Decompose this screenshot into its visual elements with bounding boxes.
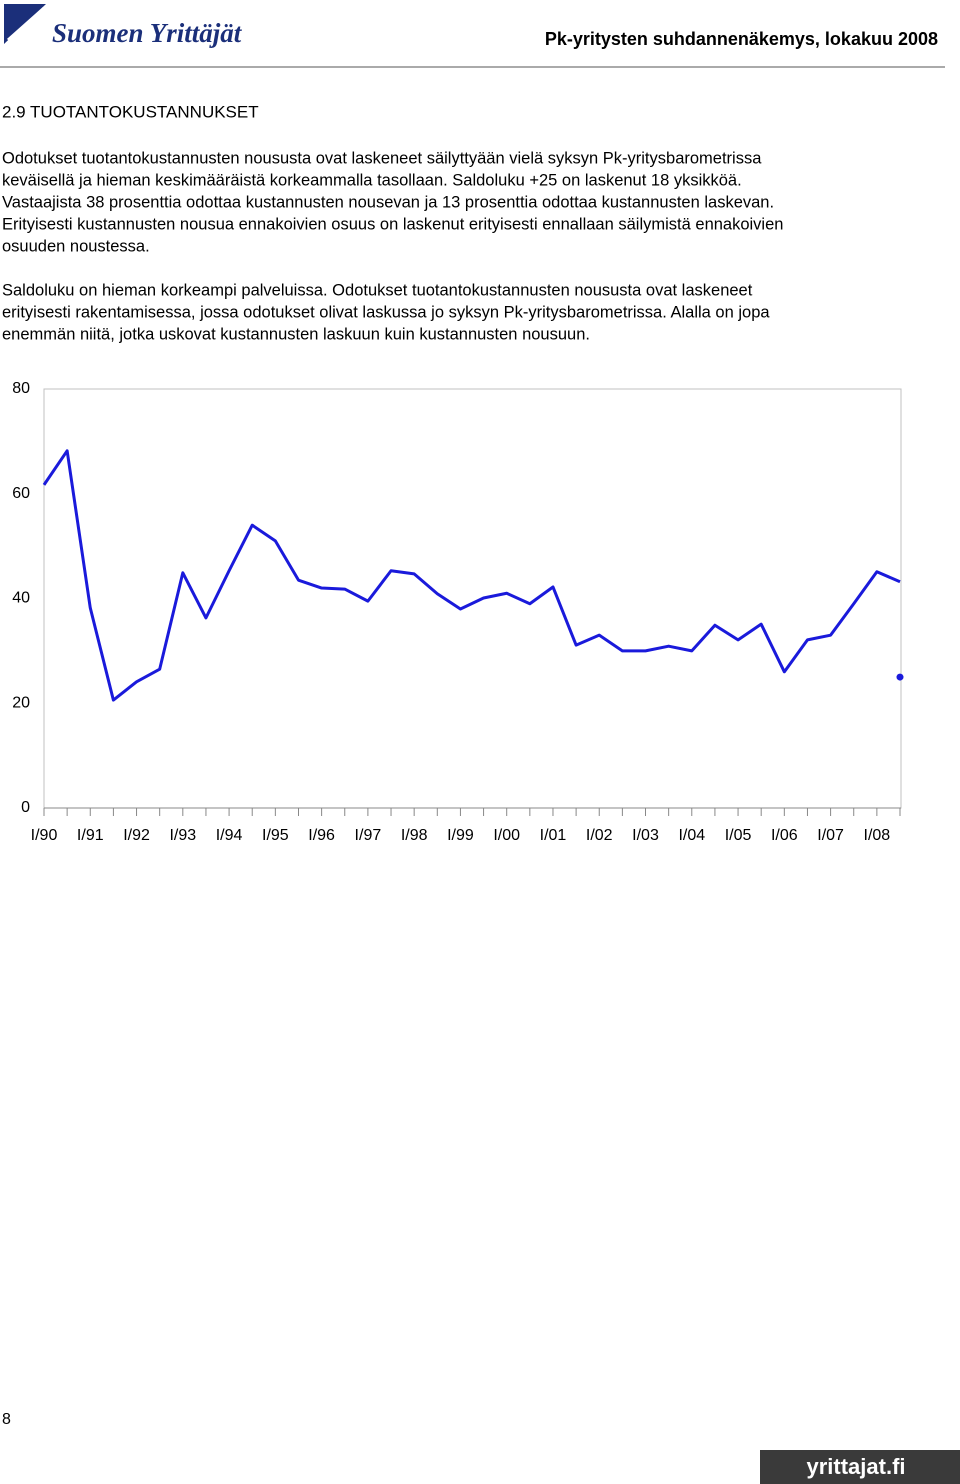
logo-stripe [7,6,45,42]
x-tick-label: I/06 [771,827,798,844]
x-tick-label: I/98 [401,827,428,844]
paragraph-line: Odotukset tuotantokustannusten noususta … [2,149,762,167]
x-tick-label: I/96 [308,827,335,844]
x-tick-label: I/95 [262,827,289,844]
x-tick-label: I/91 [77,827,104,844]
x-tick-label: I/08 [864,827,891,844]
header-title: Pk-yritysten suhdannenäkemys, lokakuu 20… [545,29,938,49]
x-tick-label: I/94 [216,827,243,844]
paragraph-line: Saldoluku on hieman korkeampi palveluiss… [2,281,753,299]
section-heading: 2.9 TUOTANTOKUSTANNUKSET [2,102,259,121]
x-tick-label: I/99 [447,827,474,844]
paragraph-line: osuuden noustessa. [2,237,150,255]
footer-site: yrittajat.fi [806,1454,905,1479]
logo-text: Suomen Yrittäjät [52,18,243,48]
paragraph-line: Vastaajista 38 prosenttia odottaa kustan… [2,193,774,211]
paragraph-line: enemmän niitä, jotka uskovat kustannuste… [2,325,590,343]
y-tick-label: 80 [12,380,30,397]
line-series [42,449,901,702]
y-tick-label: 20 [12,694,30,711]
footer-bar [760,1450,960,1484]
x-tick-label: I/90 [31,827,58,844]
y-tick-label: 40 [12,590,30,607]
x-tick-label: I/01 [540,827,567,844]
x-tick-label: I/03 [632,827,659,844]
data-point [896,673,904,681]
x-tick-label: I/97 [355,827,382,844]
page-number: 8 [2,1411,11,1428]
y-tick-label: 0 [21,799,30,816]
x-tick-label: I/05 [725,827,752,844]
x-tick-label: I/02 [586,827,613,844]
paragraph-line: keväisellä ja hieman keskimääräistä kork… [2,171,742,189]
x-tick-label: I/04 [678,827,705,844]
x-tick-label: I/00 [493,827,520,844]
x-tick-label: I/93 [169,827,196,844]
x-tick-label: I/92 [123,827,150,844]
paragraph-line: Erityisesti kustannusten nousua ennakoiv… [2,215,783,233]
paragraph-line: erityisesti rakentamisessa, jossa odotuk… [2,303,770,321]
x-tick-label: I/07 [817,827,844,844]
plot-frame [43,388,902,809]
y-tick-label: 60 [12,485,30,502]
